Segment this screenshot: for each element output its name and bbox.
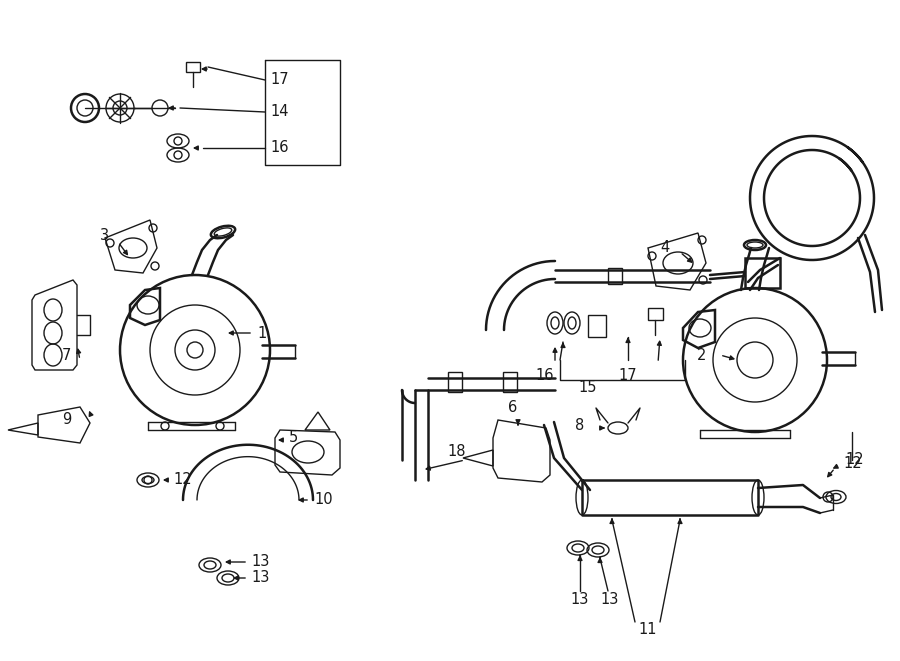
Text: 10: 10 (314, 492, 333, 508)
Text: 6: 6 (508, 401, 518, 416)
Bar (588, 315, 606, 337)
Text: 16: 16 (535, 368, 554, 383)
Bar (745, 258, 780, 288)
Text: 11: 11 (639, 623, 657, 637)
Text: 13: 13 (600, 592, 618, 607)
Bar (186, 62, 200, 72)
Text: 13: 13 (251, 555, 269, 570)
Text: 8: 8 (575, 418, 584, 432)
Text: 12: 12 (843, 455, 861, 471)
Text: 15: 15 (578, 381, 597, 395)
Text: 2: 2 (697, 348, 706, 362)
Text: 1: 1 (257, 325, 266, 340)
Text: 13: 13 (570, 592, 589, 607)
Text: 17: 17 (270, 73, 289, 87)
Text: 18: 18 (447, 444, 465, 459)
Text: 17: 17 (618, 368, 636, 383)
Text: 5: 5 (289, 430, 298, 446)
Bar (448, 372, 462, 392)
Bar (503, 372, 517, 392)
Text: 12: 12 (845, 453, 864, 467)
Text: 4: 4 (660, 241, 670, 256)
Text: 14: 14 (270, 104, 289, 120)
Text: 16: 16 (270, 141, 289, 155)
Text: 13: 13 (251, 570, 269, 586)
Text: 9: 9 (62, 412, 71, 428)
Text: 7: 7 (62, 348, 71, 364)
Bar (608, 268, 622, 284)
Bar (648, 308, 663, 320)
Text: 12: 12 (173, 473, 192, 488)
Text: 3: 3 (100, 227, 109, 243)
